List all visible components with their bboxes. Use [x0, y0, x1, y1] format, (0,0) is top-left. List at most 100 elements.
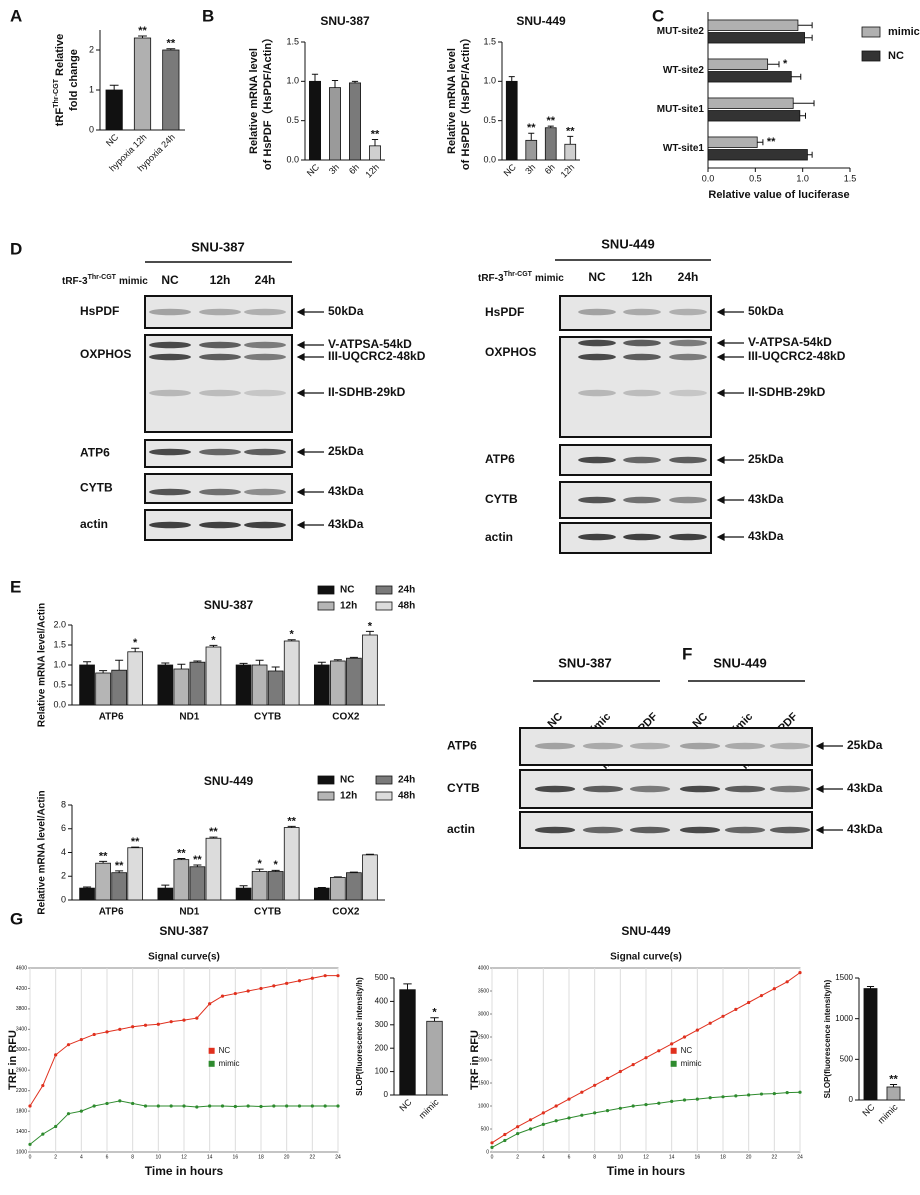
y-tick-label: 0.5 [53, 679, 66, 689]
significance: ** [193, 854, 202, 866]
point [195, 1016, 199, 1020]
blot-band [769, 785, 811, 793]
mimic-label-part: Thr-CGT [504, 271, 533, 278]
error-bar [287, 639, 296, 641]
significance: * [133, 637, 138, 649]
blot-row-label: actin [447, 822, 475, 836]
error-bar [193, 660, 202, 663]
error-bar [138, 35, 147, 38]
legend-swatch [670, 1047, 677, 1054]
point [156, 1022, 160, 1026]
point [734, 1007, 738, 1012]
y-tick-label: 200 [375, 1043, 389, 1052]
panel-letter: B [202, 6, 214, 25]
blot-row-label: OXPHOS [80, 347, 131, 361]
legend-label: NC [340, 775, 354, 786]
point [297, 1104, 302, 1108]
y-tick-label: 1.5 [286, 36, 299, 46]
y-tick-label: 4200 [16, 986, 27, 992]
point [605, 1076, 610, 1080]
legend-label: 12h [340, 601, 357, 612]
marker-label: 50kDa [748, 304, 784, 318]
blot-row-label: ATP6 [485, 452, 515, 466]
significance: * [432, 1007, 437, 1019]
marker-arrow [716, 339, 744, 347]
bar [157, 664, 174, 706]
marker-label: 25kDa [847, 738, 883, 752]
legend-label: 24h [398, 775, 415, 786]
blot-membrane [559, 295, 712, 331]
blot-membrane [559, 336, 712, 438]
y-tick-label: 1500 [835, 973, 853, 982]
blot-band [534, 785, 576, 793]
bar [105, 89, 123, 131]
y-tick-label: 1000 [835, 1014, 853, 1023]
y-tick-label: MUT-site1 [657, 104, 705, 115]
x-tick-label: 4 [542, 1154, 545, 1160]
y-tick-label: 1500 [478, 1080, 489, 1086]
x-tick-label: ATP6 [99, 712, 124, 723]
bar [426, 1020, 443, 1096]
marker-label: 43kDa [847, 822, 883, 836]
x-tick-label: 1.0 [796, 173, 809, 183]
blot-band [534, 826, 576, 834]
bar [173, 859, 190, 901]
error-bar [508, 76, 515, 82]
bar [368, 145, 381, 161]
bar [95, 672, 111, 706]
mimic-label: tRF-3Thr-CGT mimic [478, 271, 564, 283]
blot-band [149, 308, 191, 316]
significance: ** [566, 125, 575, 137]
y-axis-label: of HsPDF（HsPDF/Actin） [459, 32, 472, 170]
point [118, 1099, 122, 1103]
y-tick-label: 3500 [478, 988, 489, 994]
blot-row-label: ATP6 [80, 446, 110, 460]
y-tick-label: 500 [840, 1054, 854, 1063]
y-tick-label: 4 [61, 847, 66, 857]
error-bar [371, 139, 379, 146]
y-axis-label: fold change [68, 49, 80, 111]
lane-label: NC [161, 273, 179, 287]
y-axis-label: Relative mRNA level/Actin [37, 790, 48, 914]
y-tick-label: 1800 [16, 1108, 27, 1114]
error-bar [271, 666, 280, 671]
marker-label: II-SDHB-29kD [748, 385, 826, 399]
point [747, 1093, 751, 1097]
x-tick-label: NC [104, 132, 121, 149]
x-tick-label: 0 [491, 1154, 494, 1160]
x-tick-label: 12h [559, 162, 577, 180]
bar [79, 664, 95, 706]
point [66, 1112, 71, 1116]
point [682, 1035, 687, 1039]
point [567, 1097, 571, 1101]
blot-row-label: actin [485, 530, 513, 544]
x-tick-label: 22 [772, 1154, 778, 1160]
bar [707, 136, 758, 148]
x-tick-label: ND1 [179, 712, 199, 723]
blot-band [199, 521, 241, 529]
legend-swatch [861, 26, 881, 38]
legend-swatch [375, 601, 393, 611]
bar [283, 640, 300, 706]
bar [707, 110, 801, 122]
legend-label: NC [681, 1046, 693, 1055]
marker-arrow [815, 785, 843, 793]
y-tick-label: 0.0 [286, 154, 299, 164]
bar [362, 854, 378, 901]
y-tick-label: 2200 [16, 1088, 27, 1094]
point [105, 1030, 109, 1034]
significance: * [368, 620, 373, 632]
point [131, 1101, 135, 1106]
x-tick-label: 16 [233, 1154, 239, 1160]
blot-membrane [144, 295, 293, 329]
y-axis-label: TRF in RFU [7, 1030, 19, 1090]
blot-title: SNU-387 [558, 655, 611, 670]
bar [348, 82, 361, 161]
marker-label: 43kDa [328, 517, 364, 531]
significance: * [290, 629, 295, 641]
blot-band [623, 389, 661, 397]
blot-band [199, 353, 241, 361]
y-axis-label-part: Thr-CGT [52, 78, 60, 108]
point [682, 1098, 687, 1102]
x-tick-label: CYTB [254, 907, 281, 918]
